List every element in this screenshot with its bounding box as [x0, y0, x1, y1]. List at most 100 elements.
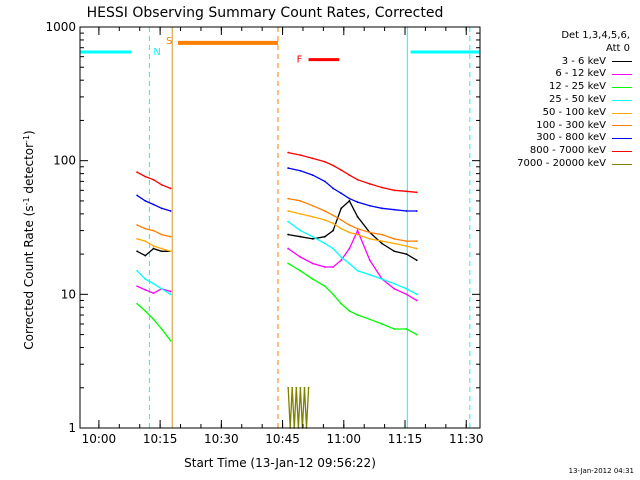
- flare-label: F: [297, 55, 303, 66]
- legend-entry: 12 - 25 keV: [480, 81, 632, 94]
- data-point: [332, 266, 334, 268]
- data-point: [152, 282, 155, 285]
- legend-title-line-2: Att 0: [605, 42, 630, 54]
- data-point: [136, 237, 139, 240]
- data-point: [299, 229, 302, 232]
- legend-swatch: [612, 74, 632, 76]
- data-point: [405, 287, 408, 290]
- data-point: [332, 164, 334, 167]
- data-point: [323, 160, 326, 163]
- data-point: [348, 197, 351, 200]
- data-point: [323, 235, 326, 238]
- data-point: [340, 169, 343, 172]
- data-point: [393, 328, 396, 330]
- series-line-1: [136, 285, 171, 294]
- data-point: [311, 174, 314, 176]
- series-line-7: [288, 151, 417, 193]
- data-point: [348, 247, 351, 250]
- legend-entry: 6 - 12 keV: [480, 68, 632, 81]
- data-point: [144, 227, 147, 230]
- data-point: [405, 210, 408, 212]
- data-point: [144, 288, 147, 291]
- y-tick-label: 1: [68, 421, 76, 435]
- data-point: [169, 339, 172, 342]
- data-point: [169, 187, 172, 190]
- data-point: [332, 214, 334, 217]
- data-point: [169, 290, 172, 293]
- legend-label: 100 - 300 keV: [536, 119, 606, 131]
- data-point: [295, 386, 298, 389]
- data-point: [405, 240, 408, 243]
- data-point: [160, 233, 163, 236]
- x-tick-label: 10:45: [265, 432, 300, 446]
- legend-label: 800 - 7000 keV: [529, 145, 606, 157]
- data-point: [152, 229, 155, 232]
- series-line-2: [136, 303, 172, 342]
- data-point: [368, 318, 371, 321]
- data-point: [144, 240, 147, 243]
- data-point: [405, 253, 408, 255]
- data-point: [144, 200, 147, 202]
- data-point: [415, 293, 418, 296]
- data-point: [287, 233, 290, 236]
- data-point: [332, 229, 334, 232]
- legend-label: 6 - 12 keV: [555, 68, 606, 80]
- series-line-8: [287, 387, 310, 429]
- series-line-4: [136, 238, 171, 252]
- data-point: [393, 287, 396, 290]
- data-point: [340, 302, 343, 305]
- data-point: [160, 250, 163, 253]
- data-point: [356, 314, 359, 316]
- data-point: [311, 157, 314, 160]
- data-point: [311, 215, 314, 218]
- legend: Det 1,3,4,5,6, Att 0 3 - 6 keV 6 - 12 keV…: [480, 30, 632, 171]
- data-point: [160, 183, 163, 186]
- series-line-3: [136, 270, 171, 295]
- data-point: [381, 323, 383, 325]
- data-point: [136, 194, 139, 197]
- legend-label: 3 - 6 keV: [561, 55, 606, 67]
- data-point: [348, 200, 351, 202]
- data-point: [415, 191, 418, 194]
- data-point: [287, 386, 290, 389]
- legend-label: 12 - 25 keV: [548, 81, 606, 93]
- data-point: [348, 231, 351, 234]
- data-point: [348, 310, 351, 312]
- data-point: [307, 386, 310, 389]
- series-line-3: [287, 221, 418, 295]
- data-point: [323, 285, 326, 288]
- data-point: [381, 207, 383, 210]
- legend-swatch: [612, 87, 632, 89]
- legend-entry: 800 - 7000 keV: [480, 145, 632, 158]
- x-tick-label: 10:00: [82, 432, 117, 446]
- data-point: [169, 293, 172, 296]
- legend-swatch: [612, 151, 632, 153]
- y-tick-label: 10: [61, 287, 76, 301]
- data-point: [340, 259, 343, 262]
- data-point: [393, 250, 396, 253]
- data-point: [160, 328, 163, 330]
- data-point: [303, 386, 306, 389]
- data-point: [356, 233, 359, 236]
- legend-swatch: [612, 163, 632, 165]
- data-point: [332, 293, 334, 296]
- data-point: [332, 247, 334, 250]
- data-point: [381, 278, 383, 281]
- y-tick-label: 100: [53, 154, 76, 168]
- data-point: [340, 256, 343, 258]
- legend-entry: 3 - 6 keV: [480, 56, 632, 69]
- data-point: [381, 240, 383, 243]
- data-point: [368, 231, 371, 234]
- data-point: [356, 201, 359, 203]
- data-point: [144, 278, 147, 281]
- legend-entry: 300 - 800 keV: [480, 132, 632, 145]
- legend-swatch: [612, 112, 632, 114]
- data-point: [287, 220, 290, 223]
- data-point: [323, 210, 326, 212]
- data-point: [393, 242, 396, 245]
- data-point: [415, 299, 418, 302]
- axes-frame: [79, 26, 481, 429]
- timestamp: 13-Jan-2012 04:31: [568, 467, 634, 475]
- data-point: [144, 175, 147, 178]
- data-point: [169, 210, 172, 212]
